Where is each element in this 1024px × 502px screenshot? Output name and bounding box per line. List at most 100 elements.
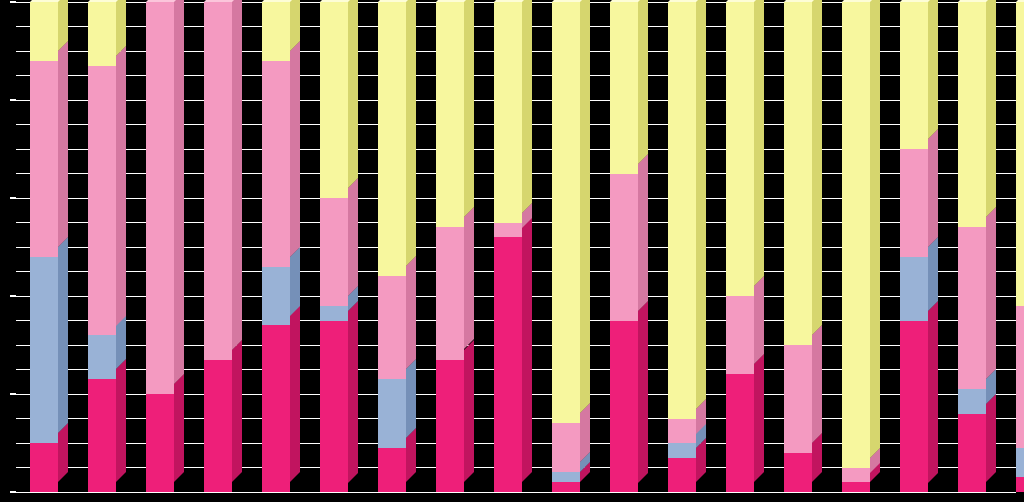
bar-segment-front <box>320 321 348 493</box>
bar <box>88 2 116 492</box>
bar-segment-front <box>610 2 638 174</box>
bar-segment-side <box>116 46 126 326</box>
bar-segment-front <box>1016 477 1024 492</box>
bar-segment-front <box>262 325 290 492</box>
bar-segment-side <box>348 301 358 483</box>
bar <box>494 2 522 492</box>
bar-segment-front <box>842 482 870 492</box>
bar-segment-front <box>1016 2 1024 306</box>
bar-segment-side <box>348 178 358 296</box>
bar-segment <box>436 2 464 227</box>
bar <box>378 2 406 492</box>
bar-segment <box>30 443 58 492</box>
y-tick <box>10 99 16 101</box>
bar-segment-side <box>464 340 474 482</box>
bar <box>958 2 986 492</box>
bar <box>146 2 174 492</box>
bar-segment <box>146 2 174 394</box>
bar-segment-side <box>638 0 648 164</box>
bar <box>842 2 870 492</box>
bar-segment-front <box>900 257 928 321</box>
bar-segment <box>784 2 812 345</box>
bar-segment-front <box>900 321 928 493</box>
y-tick <box>10 393 16 395</box>
bar-segment <box>668 458 696 492</box>
bar-segment-front <box>842 468 870 483</box>
bar-segment <box>30 257 58 443</box>
bar-segment-side <box>290 247 300 316</box>
bar-segment-side <box>638 154 648 311</box>
bar-segment-front <box>842 2 870 468</box>
plot-area <box>16 2 1016 492</box>
bar-segment-front <box>494 237 522 492</box>
bar-segment-side <box>58 237 68 433</box>
bar-segment-front <box>30 443 58 492</box>
bar-segment-front <box>900 2 928 149</box>
bar <box>610 2 638 492</box>
bar-segment-front <box>726 296 754 374</box>
bar-segment-front <box>436 2 464 227</box>
bar-segment <box>320 321 348 493</box>
bar-segment <box>378 276 406 379</box>
bar-segment-side <box>174 0 184 384</box>
bar-segment-side <box>754 276 764 364</box>
bar-segment <box>784 345 812 453</box>
bar-segment <box>726 2 754 296</box>
bar-segment-front <box>900 149 928 257</box>
bar-segment-side <box>928 301 938 483</box>
bar-segment <box>552 472 580 482</box>
bar-segment <box>262 267 290 326</box>
bar-segment <box>378 379 406 448</box>
bar-segment <box>494 237 522 492</box>
bar-segment-side <box>116 359 126 482</box>
bar-segment-front <box>88 66 116 336</box>
bar-segment <box>610 321 638 493</box>
bar-segment-front <box>610 321 638 493</box>
bar <box>204 2 232 492</box>
bar-segment <box>552 423 580 472</box>
bar-segment <box>842 2 870 468</box>
bar-segment-front <box>436 360 464 492</box>
y-tick <box>10 491 16 493</box>
stacked-bar-3d-chart <box>0 0 1024 502</box>
bar-segment <box>1016 448 1024 477</box>
bar-segment-side <box>232 0 242 350</box>
bar-segment <box>88 2 116 66</box>
bar-segment-side <box>812 0 822 335</box>
bar-segment <box>900 149 928 257</box>
bar <box>726 2 754 492</box>
bar-segment <box>726 296 754 374</box>
bar-segment-side <box>696 0 706 409</box>
bar-segment <box>668 443 696 458</box>
bar-segment-side <box>754 354 764 482</box>
bar-segment <box>262 325 290 492</box>
bar-segment-front <box>552 423 580 472</box>
bar-segment <box>958 389 986 414</box>
bar-segment <box>146 394 174 492</box>
bar-segment-side <box>290 41 300 257</box>
bar-segment <box>552 482 580 492</box>
bar-segment-front <box>320 306 348 321</box>
bar-segment-side <box>754 0 764 286</box>
bar-segment-front <box>320 198 348 306</box>
bar-segment <box>1016 2 1024 306</box>
bar-segment-side <box>928 0 938 139</box>
bar-segment <box>610 2 638 174</box>
bar-segment-front <box>958 389 986 414</box>
bar-segment <box>958 2 986 227</box>
bar-segment <box>30 2 58 61</box>
bar-segment-side <box>986 0 996 217</box>
bar-segment <box>262 2 290 61</box>
bar-segment <box>900 257 928 321</box>
bar-segment <box>900 321 928 493</box>
bar-top-face <box>1016 0 1024 2</box>
bar-segment <box>320 306 348 321</box>
bar-segment-front <box>146 2 174 394</box>
bar <box>30 2 58 492</box>
bar-segment <box>668 2 696 419</box>
bar-segment <box>958 414 986 492</box>
bar-segment-side <box>928 237 938 311</box>
bar-segment <box>30 61 58 257</box>
bar-segment <box>784 453 812 492</box>
bar-segment-side <box>406 256 416 369</box>
